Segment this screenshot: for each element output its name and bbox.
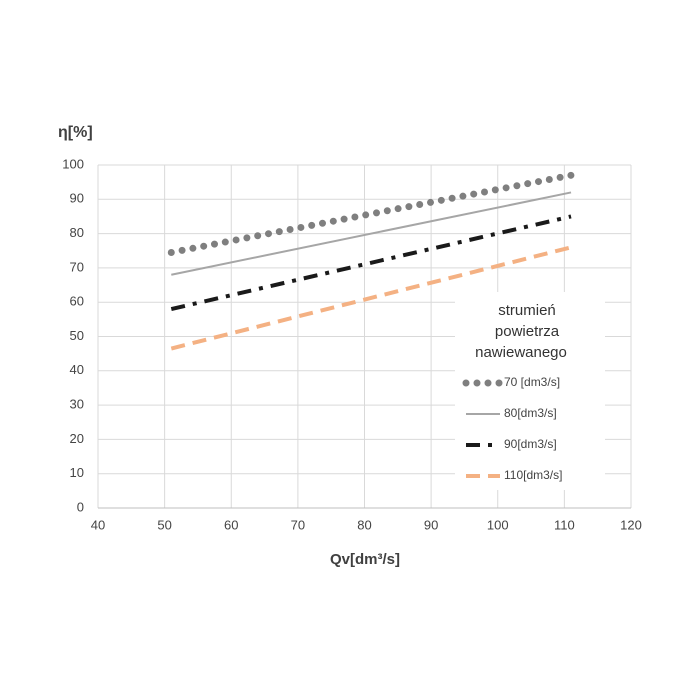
y-tick-label: 10 xyxy=(70,465,84,480)
y-tick-label: 90 xyxy=(70,191,84,206)
legend-label: 90[dm3/s] xyxy=(504,437,557,451)
legend-label: 110[dm3/s] xyxy=(504,468,562,482)
y-axis-label: η[%] xyxy=(58,124,93,141)
x-tick-label: 40 xyxy=(91,517,105,532)
x-tick-label: 110 xyxy=(554,517,575,532)
y-tick-label: 80 xyxy=(70,225,84,240)
y-tick-label: 60 xyxy=(70,294,84,309)
x-tick-label: 50 xyxy=(157,517,171,532)
legend-box xyxy=(455,292,605,490)
x-tick-label: 60 xyxy=(224,517,238,532)
legend-title: powietrza xyxy=(495,323,560,340)
x-tick-label: 80 xyxy=(357,517,371,532)
legend-label: 80[dm3/s] xyxy=(504,406,557,420)
y-tick-label: 20 xyxy=(70,431,84,446)
y-tick-label: 30 xyxy=(70,397,84,412)
x-tick-label: 100 xyxy=(487,517,509,532)
legend-title: strumień xyxy=(498,302,556,319)
y-tick-label: 100 xyxy=(62,156,84,171)
x-tick-label: 120 xyxy=(620,517,642,532)
x-tick-label: 90 xyxy=(424,517,438,532)
x-tick-label: 70 xyxy=(291,517,305,532)
legend-title: nawiewanego xyxy=(475,344,567,361)
y-tick-label: 50 xyxy=(70,328,84,343)
x-axis-label: Qv[dm³/s] xyxy=(330,551,400,568)
y-tick-label: 70 xyxy=(70,259,84,274)
y-tick-label: 40 xyxy=(70,362,84,377)
y-tick-label: 0 xyxy=(77,499,84,514)
legend-label: 70 [dm3/s] xyxy=(504,375,560,389)
